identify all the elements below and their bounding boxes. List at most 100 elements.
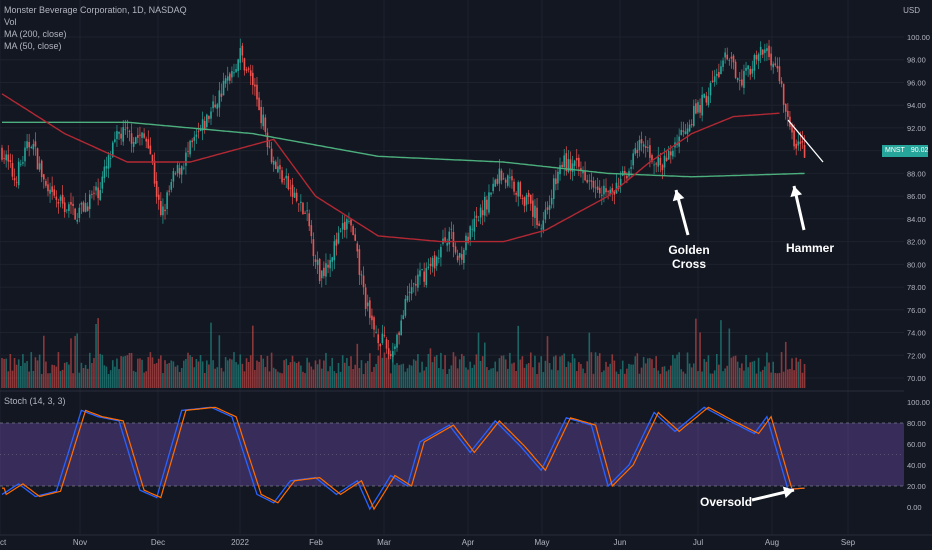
candle-body — [20, 163, 22, 165]
volume-bar — [176, 365, 179, 388]
volume-bar — [5, 358, 7, 388]
candle-body — [415, 283, 417, 286]
candle-body — [375, 332, 377, 333]
volume-bar — [170, 360, 173, 388]
candle-body — [383, 335, 386, 337]
volume-bar — [293, 361, 296, 388]
candle-body — [241, 45, 244, 56]
volume-bar — [450, 365, 453, 388]
candle-body — [715, 73, 718, 76]
candle-body — [9, 160, 12, 162]
candle-body — [189, 140, 191, 155]
stoch-legend: Stoch (14, 3, 3) — [4, 396, 66, 406]
candle-body — [452, 231, 455, 248]
candle-body — [130, 133, 133, 144]
volume-bar — [768, 362, 770, 388]
volume-bar — [32, 370, 35, 388]
candle-body — [722, 60, 724, 67]
volume-bar — [178, 371, 181, 388]
volume-bar — [36, 360, 39, 388]
candle-body — [172, 171, 175, 182]
candle-body — [137, 135, 139, 138]
candle-body — [596, 186, 599, 190]
candle-body — [279, 165, 281, 170]
volume-bar — [527, 363, 530, 388]
candle-body — [734, 61, 737, 78]
volume-bar — [272, 367, 275, 388]
volume-bar — [53, 365, 56, 388]
price-tick-label: 94.00 — [907, 101, 926, 110]
candle-body — [243, 58, 246, 71]
candle-body — [210, 111, 212, 119]
candle-body — [630, 167, 632, 169]
candle-body — [703, 93, 706, 98]
volume-bar — [684, 373, 687, 388]
candle-body — [661, 165, 664, 171]
candle-body — [659, 157, 662, 166]
candle-body — [509, 177, 511, 179]
volume-bar — [151, 357, 154, 388]
volume-bar — [567, 361, 570, 388]
candle-body — [632, 153, 634, 166]
candle-body — [312, 239, 315, 257]
volume-bar — [559, 356, 561, 388]
volume-bar — [573, 358, 576, 388]
candle-body — [28, 141, 30, 148]
volume-bar — [329, 366, 331, 388]
ma50-legend: MA (50, close) — [4, 41, 62, 51]
candle-body — [34, 141, 37, 147]
volume-bar — [440, 352, 442, 388]
candle-body — [511, 176, 513, 181]
volume-bar — [99, 353, 102, 388]
volume-bar — [475, 354, 478, 388]
candle-body — [458, 253, 461, 258]
time-tick-label: Dec — [151, 538, 165, 547]
volume-bar — [692, 363, 695, 388]
volume-bar — [686, 352, 689, 388]
volume-bar — [410, 365, 413, 388]
hammer-arrow-head — [790, 186, 803, 198]
candle-body — [473, 218, 476, 232]
candle-body — [162, 206, 164, 216]
volume-bar — [277, 371, 279, 388]
volume-bar — [705, 361, 708, 388]
candle-body — [795, 143, 797, 149]
candle-body — [327, 264, 329, 268]
volume-bar — [502, 355, 505, 388]
candle-body — [527, 192, 530, 197]
candle-body — [214, 104, 216, 108]
price-tick-label: 82.00 — [907, 238, 926, 247]
candle-body — [697, 102, 699, 113]
volume-bar — [116, 358, 118, 388]
volume-bar — [776, 373, 779, 388]
volume-bar — [431, 362, 434, 388]
candle-body — [521, 198, 524, 200]
volume-bar — [231, 359, 233, 388]
volume-bar — [452, 352, 455, 388]
volume-bar — [494, 361, 497, 388]
candle-body — [55, 196, 58, 200]
candle-body — [586, 179, 588, 183]
candle-body — [619, 178, 622, 187]
volume-bar — [74, 335, 76, 388]
candle-body — [488, 192, 490, 213]
volume-bar — [316, 364, 319, 388]
volume-bar — [120, 356, 122, 388]
price-tick-label: 70.00 — [907, 374, 926, 383]
candle-body — [170, 182, 173, 190]
candle-body — [709, 82, 712, 96]
volume-bar — [398, 365, 400, 388]
volume-bar — [201, 361, 204, 388]
symbol-title[interactable]: Monster Beverage Corporation, 1D, NASDAQ — [4, 5, 187, 15]
volume-bar — [195, 359, 198, 388]
volume-bar — [402, 363, 405, 388]
volume-bar — [153, 363, 156, 388]
volume-bar — [356, 343, 359, 388]
volume-bar — [210, 322, 212, 388]
volume-bar — [212, 360, 214, 388]
candle-body — [49, 189, 51, 194]
candle-body — [477, 220, 480, 222]
candle-body — [285, 175, 288, 179]
candle-body — [116, 131, 118, 139]
